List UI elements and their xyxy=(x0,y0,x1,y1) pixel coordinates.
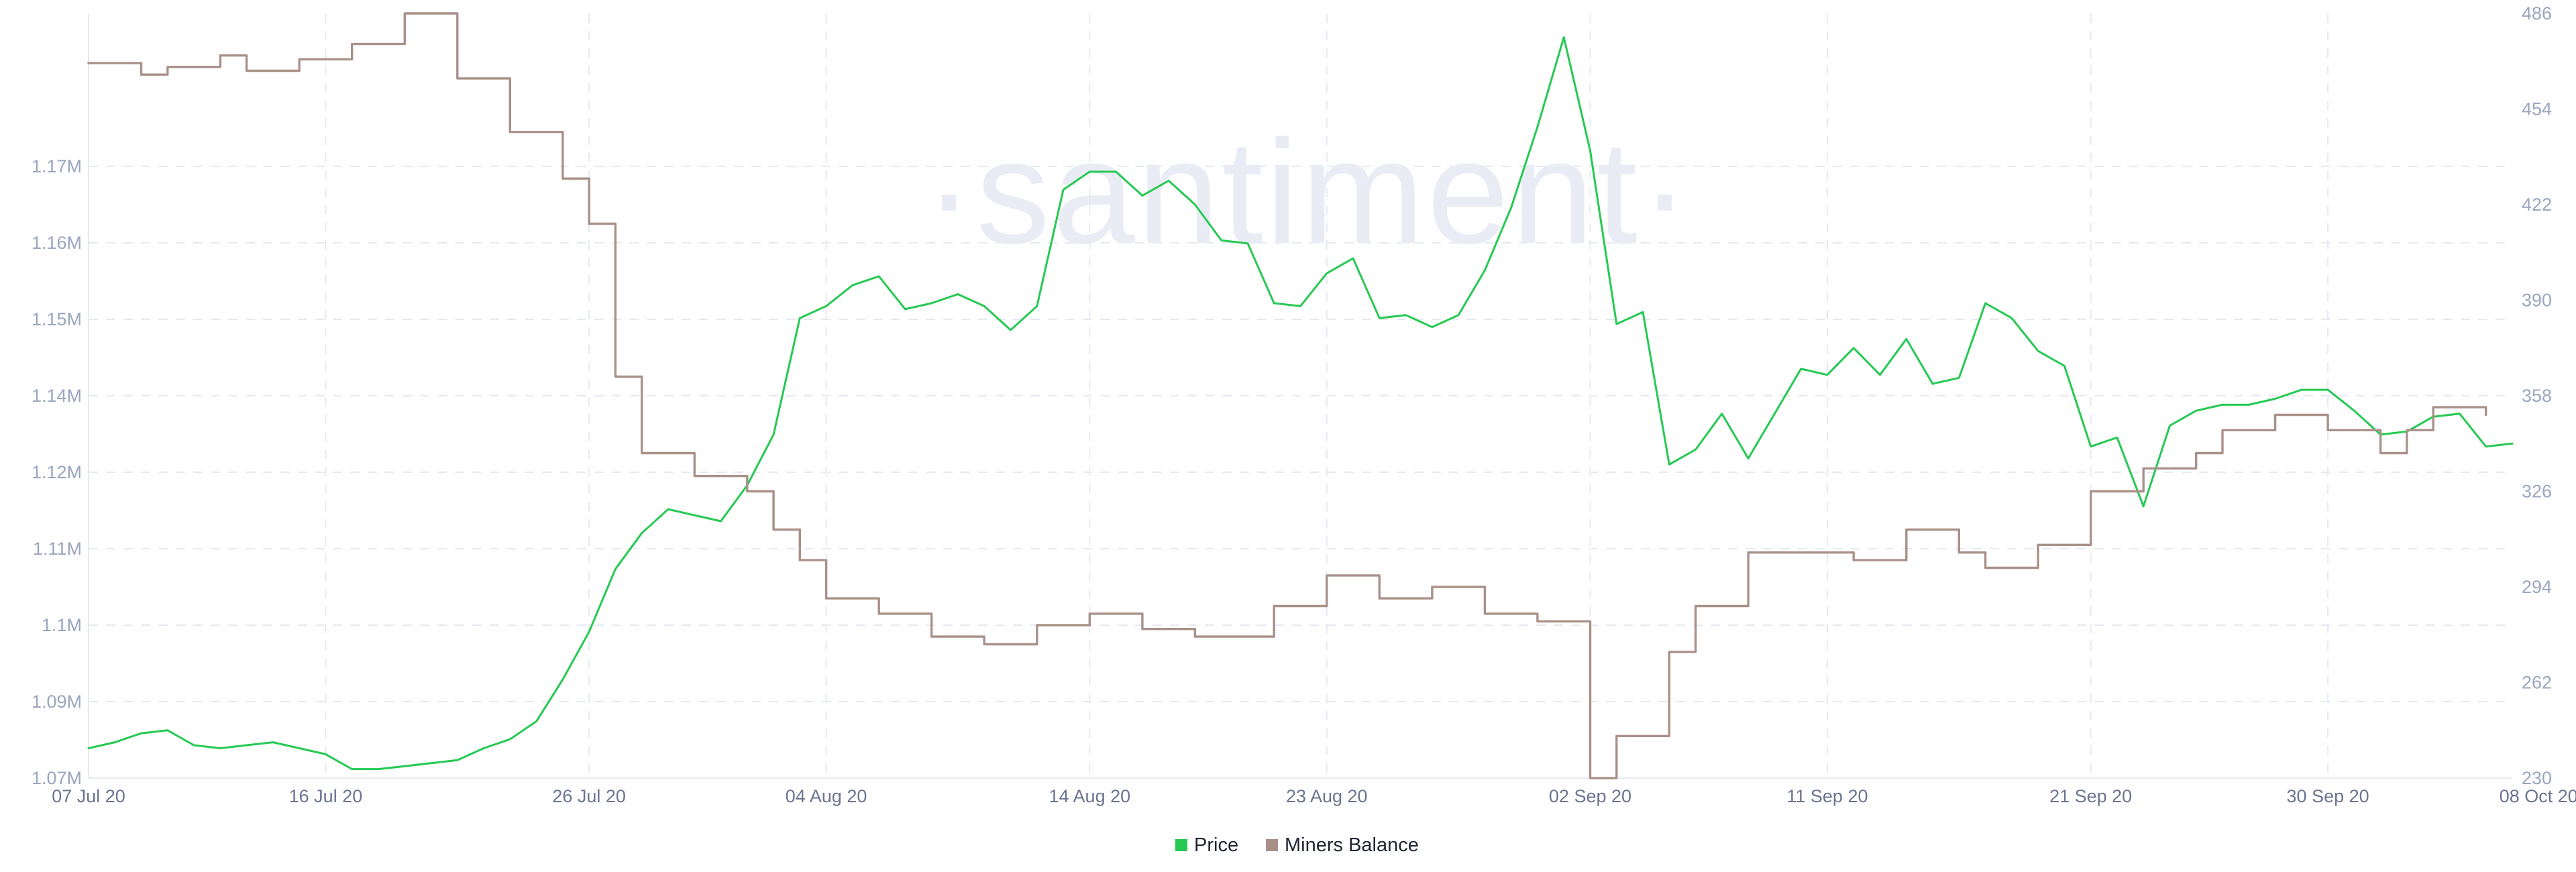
x-tick-label: 11 Sep 20 xyxy=(1786,786,1868,806)
right-y-tick-label: 326 xyxy=(2522,482,2552,502)
right-y-tick-label: 454 xyxy=(2522,99,2552,119)
santiment-watermark: ·santiment· xyxy=(924,109,1692,274)
x-tick-label: 08 Oct 20 xyxy=(2500,786,2576,806)
x-tick-label: 02 Sep 20 xyxy=(1549,786,1631,806)
legend: Price Miners Balance xyxy=(1175,834,1419,856)
x-tick-label: 23 Aug 20 xyxy=(1286,786,1368,806)
x-axis: 07 Jul 20 16 Jul 20 26 Jul 20 04 Aug 20 14 A… xyxy=(52,786,2576,806)
legend-swatch xyxy=(1266,839,1278,851)
x-tick-label: 14 Aug 20 xyxy=(1049,786,1131,806)
right-y-tick-label: 294 xyxy=(2522,577,2552,597)
series-layer xyxy=(87,12,2514,779)
left-y-tick-label: 1.1M xyxy=(42,615,82,635)
left-y-tick-label: 1.14M xyxy=(32,386,82,406)
right-y-tick-label: 390 xyxy=(2522,290,2552,311)
x-tick-label: 21 Sep 20 xyxy=(2049,786,2132,806)
legend-item: Miners Balance xyxy=(1266,834,1419,856)
x-tick-label: 26 Jul 20 xyxy=(552,786,626,806)
x-tick-label: 16 Jul 20 xyxy=(289,786,363,806)
left-y-tick-label: 1.11M xyxy=(33,539,82,559)
x-tick-label: 30 Sep 20 xyxy=(2287,786,2369,806)
price-line xyxy=(87,36,2514,771)
miners-balance-line xyxy=(87,12,2487,779)
legend-label: Miners Balance xyxy=(1285,834,1419,856)
right-y-tick-label: 230 xyxy=(2522,768,2552,788)
left-y-tick-label: 1.07M xyxy=(32,768,82,788)
left-y-tick-label: 1.12M xyxy=(32,462,82,482)
legend-label: Price xyxy=(1194,834,1238,856)
right-y-tick-label: 262 xyxy=(2522,673,2552,693)
x-tick-label: 04 Aug 20 xyxy=(786,786,867,806)
left-y-tick-label: 1.15M xyxy=(32,309,82,329)
legend-item: Price xyxy=(1175,834,1238,856)
left-y-tick-label: 1.09M xyxy=(32,692,82,712)
right-y-tick-label: 486 xyxy=(2522,3,2552,23)
right-y-tick-label: 358 xyxy=(2522,386,2552,406)
left-y-tick-label: 1.16M xyxy=(32,233,82,253)
left-axis: 1.07M 1.09M 1.1M 1.11M 1.12M 1.14M 1.15M 1.16M 1… xyxy=(32,156,82,788)
left-y-tick-label: 1.17M xyxy=(32,156,82,176)
grid xyxy=(88,13,2512,779)
right-axis: 230 262 294 326 358 390 422 454 486 xyxy=(2522,3,2552,788)
x-tick-label: 07 Jul 20 xyxy=(52,786,125,806)
right-y-tick-label: 422 xyxy=(2522,195,2552,215)
legend-swatch xyxy=(1175,839,1187,851)
